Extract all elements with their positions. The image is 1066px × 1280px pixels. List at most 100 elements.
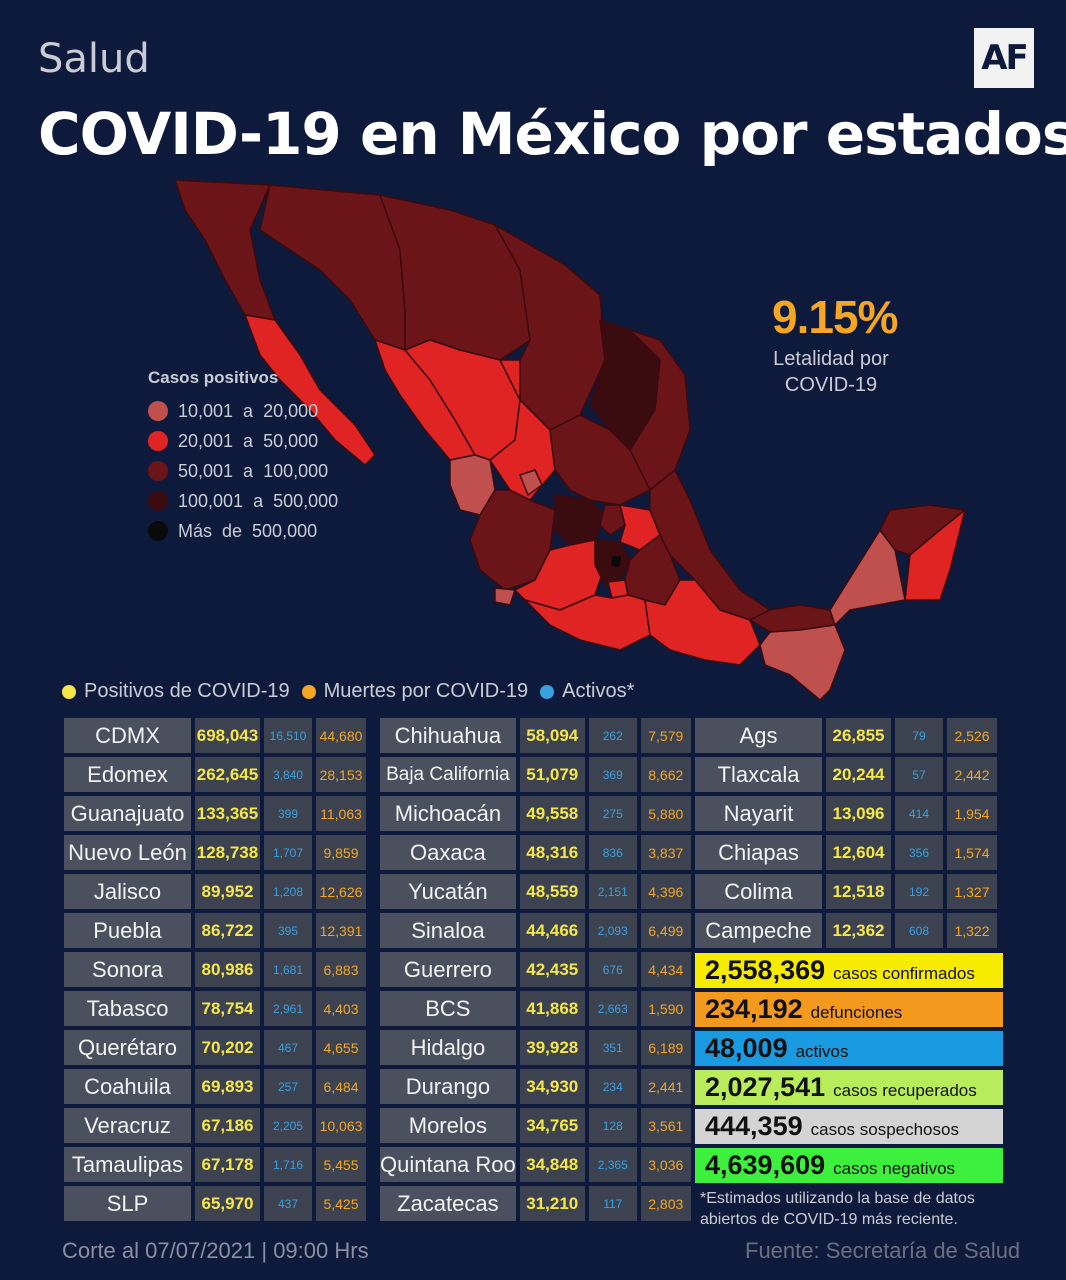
deaths: 11,063 — [316, 796, 366, 831]
positive-cases: 39,928 — [519, 1030, 585, 1065]
key-label: Positivos de COVID-19 — [84, 680, 290, 702]
legend-label: 50,001 a 100,000 — [178, 460, 329, 481]
lethality-label-line1: Letalidad por — [773, 348, 889, 370]
summary-box: 234,192 defunciones — [695, 992, 1003, 1027]
active-cases: 351 — [588, 1030, 637, 1065]
legend-swatch — [148, 431, 168, 451]
state-name: Guanajuato — [64, 796, 191, 831]
key-dot — [62, 684, 76, 699]
active-cases: 369 — [588, 757, 637, 792]
state-name: Guerrero — [380, 952, 516, 987]
deaths: 6,883 — [316, 952, 366, 987]
positive-cases: 31,210 — [519, 1186, 585, 1221]
table-row: Nayarit 13,096 414 1,954 — [695, 796, 997, 831]
active-cases: 399 — [264, 796, 312, 831]
map-ags — [519, 469, 543, 496]
active-cases: 467 — [264, 1030, 312, 1065]
active-cases: 1,208 — [264, 874, 312, 909]
state-name: Hidalgo — [380, 1030, 516, 1065]
positive-cases: 48,559 — [519, 874, 585, 909]
state-name: Tlaxcala — [695, 757, 822, 792]
table-row: Michoacán 49,558 275 5,880 — [380, 796, 691, 831]
positive-cases: 49,558 — [519, 796, 585, 831]
key-dot — [301, 684, 316, 699]
state-name: BCS — [380, 991, 516, 1026]
active-cases: 356 — [895, 835, 943, 870]
deaths: 3,561 — [640, 1108, 691, 1143]
deaths: 5,425 — [316, 1186, 366, 1221]
positive-cases: 12,362 — [826, 913, 891, 948]
summary-boxes: 2,558,369 casos confirmados 234,192 defunci… — [695, 953, 1003, 1187]
legend-item: 100,001 a 500,000 — [148, 486, 338, 516]
lethality-label: Letalidad por COVID-19 — [772, 346, 890, 398]
state-name: Durango — [380, 1069, 516, 1104]
positive-cases: 26,855 — [826, 718, 891, 753]
state-name: Veracruz — [64, 1108, 191, 1143]
map-baja-california — [174, 179, 276, 321]
state-name: Tamaulipas — [64, 1147, 191, 1182]
key-dot — [540, 684, 555, 699]
table-row: Hidalgo 39,928 351 6,189 — [380, 1030, 691, 1065]
active-cases: 1,716 — [264, 1147, 312, 1182]
positive-cases: 67,178 — [195, 1147, 260, 1182]
map-quintana-roo — [904, 509, 966, 601]
deaths: 12,391 — [316, 913, 366, 948]
section-label: Salud — [38, 36, 150, 82]
note-line2: abiertos de COVID-19 más reciente. — [700, 1211, 958, 1228]
table-row: Tlaxcala 20,244 57 2,442 — [695, 757, 997, 792]
map-legend: Casos positivos 10,001 a 20,000 20,001 a … — [148, 368, 338, 546]
active-cases: 79 — [895, 718, 943, 753]
active-cases: 608 — [895, 913, 943, 948]
deaths: 6,189 — [640, 1030, 691, 1065]
source: Fuente: Secretaría de Salud — [745, 1238, 1021, 1263]
lethality-value: 9.15% — [772, 291, 898, 343]
state-name: Campeche — [695, 913, 822, 948]
active-cases: 437 — [264, 1186, 312, 1221]
deaths: 4,403 — [316, 991, 366, 1026]
map-chiapas — [759, 624, 846, 701]
legend-swatch — [148, 401, 168, 421]
legend-swatch — [148, 491, 168, 511]
positive-cases: 80,986 — [195, 952, 260, 987]
deaths: 1,590 — [640, 991, 691, 1026]
table-row: Chihuahua 58,094 262 7,579 — [380, 718, 691, 753]
summary-value: 2,027,541 — [705, 1072, 826, 1102]
state-name: Tabasco — [64, 991, 191, 1026]
deaths: 5,455 — [316, 1147, 366, 1182]
key-item: Activos* — [540, 680, 634, 703]
positive-cases: 42,435 — [519, 952, 585, 987]
deaths: 7,579 — [640, 718, 691, 753]
active-cases: 257 — [264, 1069, 312, 1104]
deaths: 10,063 — [316, 1108, 366, 1143]
positive-cases: 86,722 — [195, 913, 260, 948]
legend-item: 20,001 a 50,000 — [148, 426, 338, 456]
table-row: Puebla 86,722 395 12,391 — [64, 913, 366, 948]
deaths: 2,442 — [947, 757, 997, 792]
positive-cases: 69,893 — [195, 1069, 260, 1104]
summary-box: 48,009 activos — [695, 1031, 1003, 1066]
state-name: Chihuahua — [380, 718, 516, 753]
table-row: Sonora 80,986 1,681 6,883 — [64, 952, 366, 987]
table-row: SLP 65,970 437 5,425 — [64, 1186, 366, 1221]
active-cases: 2,093 — [588, 913, 637, 948]
positive-cases: 44,466 — [519, 913, 585, 948]
lethality-label-line2: COVID-19 — [784, 374, 878, 396]
active-cases: 2,961 — [264, 991, 312, 1026]
summary-value: 444,359 — [705, 1111, 803, 1141]
state-name: Chiapas — [695, 835, 822, 870]
positive-cases: 89,952 — [195, 874, 260, 909]
legend-label: 10,001 a 20,000 — [178, 400, 319, 421]
map-oaxaca — [644, 579, 761, 666]
summary-box: 4,639,609 casos negativos — [695, 1148, 1003, 1183]
state-name: Jalisco — [64, 874, 191, 909]
state-name: Sonora — [64, 952, 191, 987]
note-line1: *Estimados utilizando la base de datos — [700, 1190, 975, 1207]
table-row: Yucatán 48,559 2,151 4,396 — [380, 874, 691, 909]
table-row: Morelos 34,765 128 3,561 — [380, 1108, 691, 1143]
table-row: Querétaro 70,202 467 4,655 — [64, 1030, 366, 1065]
deaths: 1,574 — [947, 835, 997, 870]
table-row: BCS 41,868 2,663 1,590 — [380, 991, 691, 1026]
state-name: CDMX — [64, 718, 191, 753]
state-name: Querétaro — [64, 1030, 191, 1065]
table-row: Guanajuato 133,365 399 11,063 — [64, 796, 366, 831]
